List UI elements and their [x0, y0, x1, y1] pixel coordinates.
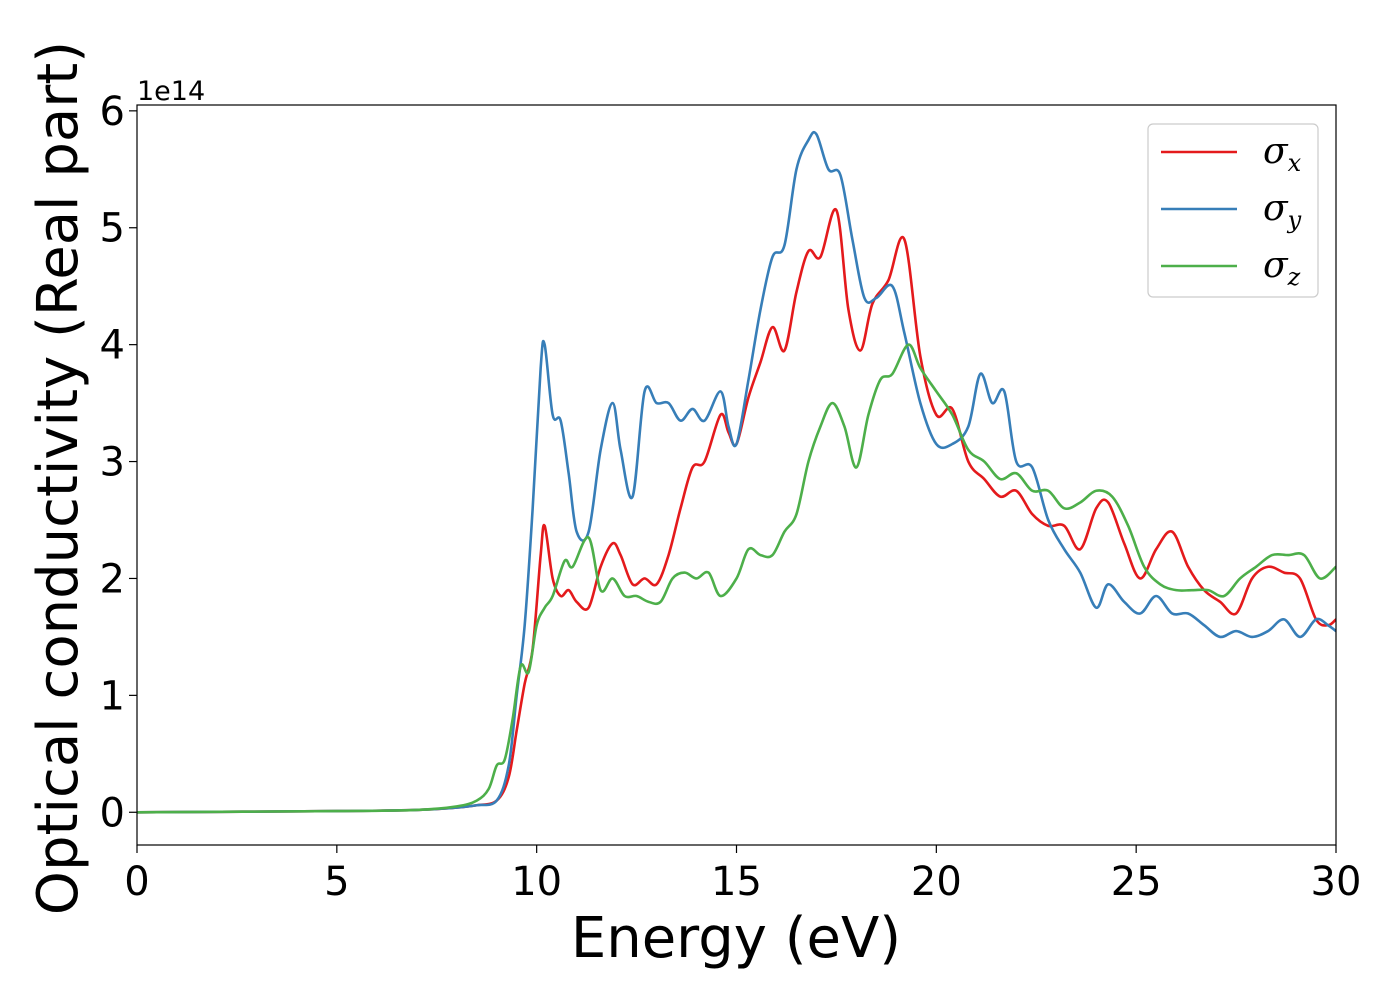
x-tick-label: 30	[1311, 859, 1362, 905]
x-tick-label: 15	[711, 859, 762, 905]
series-line-x	[137, 207, 1336, 814]
y-tick-label: 3	[100, 440, 125, 486]
series-line-y	[137, 130, 1336, 814]
x-tick-label: 20	[911, 859, 962, 905]
x-tick-label: 10	[511, 859, 562, 905]
y-axis-title: Optical conductivity (Real part)	[26, 41, 91, 915]
legend-label-x: σx	[1263, 131, 1302, 177]
legend-label-y: σy	[1263, 188, 1302, 234]
y-tick-label: 2	[100, 556, 125, 602]
plot-background	[137, 105, 1336, 845]
y-tick-label: 5	[100, 206, 125, 252]
y-axis-ticks: 0 1 2 3 4 5 6	[100, 89, 137, 836]
y-tick-label: 6	[100, 89, 125, 135]
x-axis-ticks: 0 5 10 15 20 25 30	[124, 845, 1361, 905]
series-line-z	[137, 343, 1336, 814]
y-tick-label: 1	[100, 673, 125, 719]
legend-box	[1147, 123, 1319, 298]
legend-label-z: σz	[1263, 245, 1301, 291]
x-tick-label: 5	[324, 859, 349, 905]
series-layer	[137, 130, 1336, 814]
y-axis-offset-label: 1e14	[137, 76, 205, 107]
y-tick-label: 4	[100, 323, 125, 369]
x-tick-label: 0	[124, 859, 149, 905]
y-tick-label: 0	[100, 790, 125, 836]
legend: σx σy σz	[1147, 123, 1319, 298]
x-axis-title: Energy (eV)	[571, 906, 901, 971]
x-tick-label: 25	[1111, 859, 1162, 905]
legend-items: σx σy σz	[1161, 131, 1302, 291]
